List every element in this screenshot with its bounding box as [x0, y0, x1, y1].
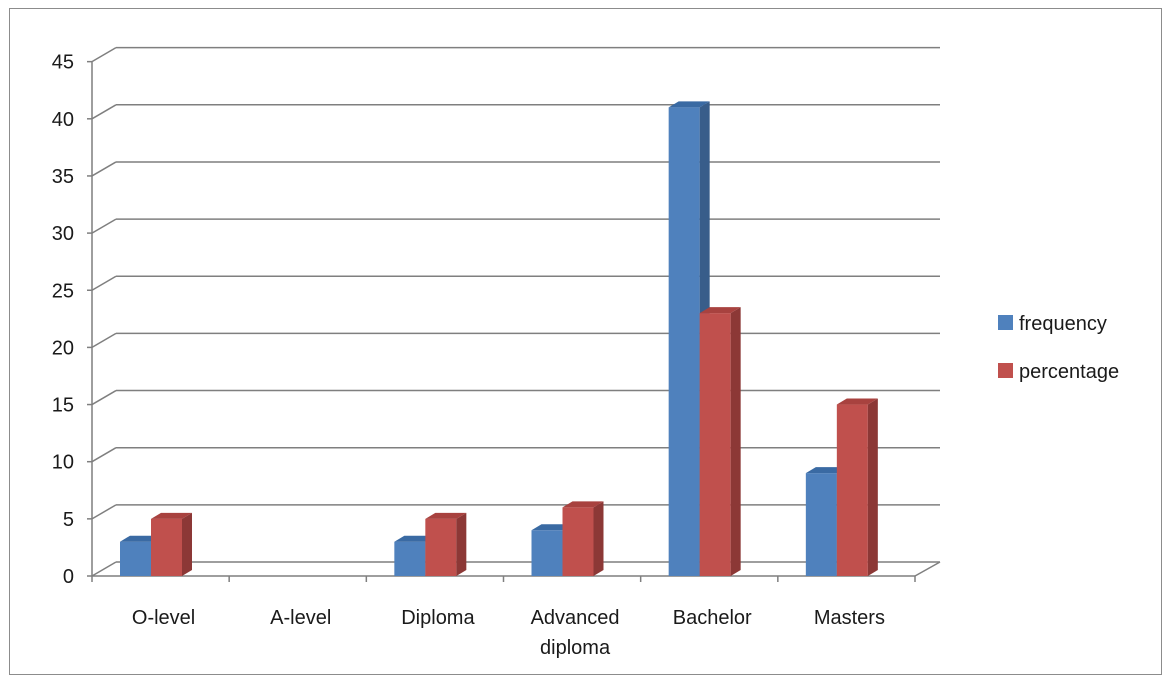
bars — [120, 101, 878, 577]
gridlines — [91, 46, 940, 577]
bar-percentage — [699, 307, 741, 576]
legend-label-frequency: frequency — [1019, 313, 1107, 335]
y-tick-label: 5 — [63, 509, 74, 531]
floor-edge — [914, 561, 941, 577]
y-tick-label: 40 — [52, 109, 74, 131]
legend-label-percentage: percentage — [1019, 361, 1119, 383]
bar-percentage — [562, 501, 604, 576]
y-tick-label: 35 — [52, 166, 74, 188]
gridline-diagonal — [91, 161, 117, 177]
gridline-diagonal — [91, 504, 117, 520]
x-tick-label: Diploma — [401, 607, 475, 629]
gridline-diagonal — [91, 332, 117, 349]
y-tick-label: 30 — [52, 223, 74, 245]
gridline-diagonal — [91, 389, 117, 406]
x-tick-label: Bachelor — [673, 607, 752, 629]
y-tick-label: 0 — [63, 566, 74, 588]
y-tick-label: 45 — [52, 52, 74, 74]
gridline-diagonal — [91, 47, 117, 63]
x-tick-label: O-level — [132, 607, 195, 629]
gridline-diagonal — [91, 275, 117, 291]
gridline-diagonal — [91, 561, 117, 577]
gridline-diagonal — [91, 104, 117, 120]
y-tick-label: 15 — [52, 395, 74, 417]
y-tick-label: 10 — [52, 452, 74, 474]
x-tick-label: Masters — [814, 607, 885, 629]
bar-percentage — [836, 398, 878, 576]
chart-frame — [9, 8, 1162, 675]
y-tick-label: 20 — [52, 337, 74, 359]
gridline-diagonal — [91, 218, 117, 234]
x-tick-label: Advanced — [531, 607, 620, 629]
gridline-diagonal — [91, 447, 117, 463]
axes — [87, 60, 941, 582]
legend-swatch-percentage — [998, 363, 1013, 378]
bar-percentage — [151, 512, 192, 576]
y-tick-label: 25 — [52, 280, 74, 302]
legend-swatch-frequency — [998, 315, 1013, 330]
tick-labels: 0 5 10 15 20 25 30 35 40 45 O-level A-level Diploma A… — [52, 52, 885, 659]
x-tick-label: diploma — [540, 637, 611, 659]
legend: frequency percentage — [998, 313, 1119, 383]
x-tick-label: A-level — [270, 607, 331, 629]
bar-percentage — [425, 512, 467, 576]
